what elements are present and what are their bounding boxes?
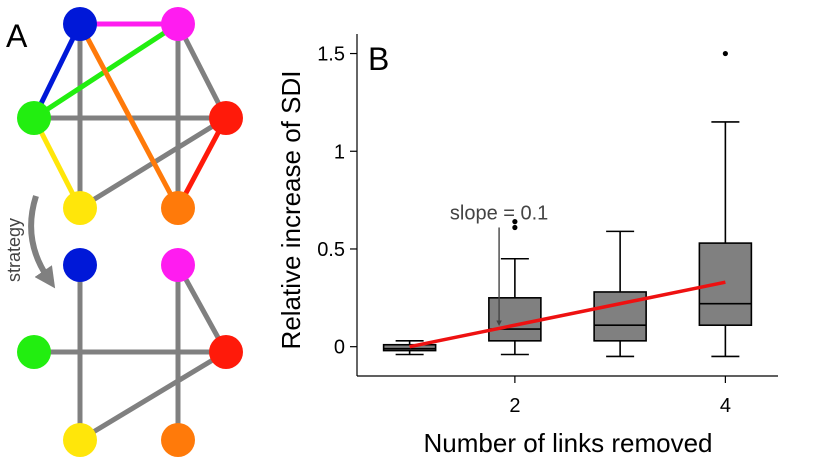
box-group	[382, 340, 437, 356]
node-top-right	[161, 7, 195, 41]
edge-blue	[31, 22, 83, 120]
node-mid-right	[209, 101, 243, 135]
strategy-arrow	[28, 195, 56, 289]
box-group	[488, 219, 542, 356]
node-bottom-right	[161, 423, 195, 457]
node-top-left	[63, 7, 97, 41]
plot-area: 0 0.5 1 1.5 2 4 slope = 0.1	[317, 34, 778, 417]
x-axis-title: Number of links removed	[424, 428, 713, 458]
box-group	[698, 50, 753, 358]
y-tick-label: 1.5	[317, 44, 345, 66]
box	[382, 343, 437, 352]
network-before	[17, 7, 243, 225]
panel-a: A strategy	[4, 7, 243, 457]
node-mid-left	[17, 101, 51, 135]
edge-gray	[175, 22, 229, 120]
x-tick-label: 4	[720, 395, 731, 417]
box-group	[593, 230, 647, 358]
node-top-left	[63, 248, 97, 282]
node-bottom-left	[63, 191, 97, 225]
network-after	[17, 248, 243, 457]
outlier-point	[722, 50, 728, 57]
node-bottom-left	[63, 423, 97, 457]
box	[488, 297, 542, 342]
panel-b: B Relative increase of SDI Number of lin…	[276, 34, 778, 458]
panel-b-label: B	[368, 41, 389, 77]
box	[698, 242, 753, 326]
y-tick-label: 0.5	[317, 239, 345, 261]
node-mid-right	[209, 335, 243, 369]
panel-a-label: A	[6, 18, 28, 54]
edge-gray	[78, 349, 228, 443]
y-tick-label: 0	[334, 337, 345, 359]
y-tick-label: 1	[334, 141, 345, 163]
fit-line	[409, 280, 726, 349]
strategy-label: strategy	[4, 218, 24, 282]
y-axis-title: Relative increase of SDI	[276, 71, 306, 350]
x-tick-label: 2	[509, 395, 520, 417]
node-top-right	[161, 248, 195, 282]
outlier-point	[512, 224, 518, 231]
edge-orange	[77, 22, 181, 210]
slope-annotation: slope = 0.1	[450, 202, 548, 224]
node-bottom-right	[161, 191, 195, 225]
outlier-point	[512, 219, 518, 225]
node-mid-left	[17, 335, 51, 369]
